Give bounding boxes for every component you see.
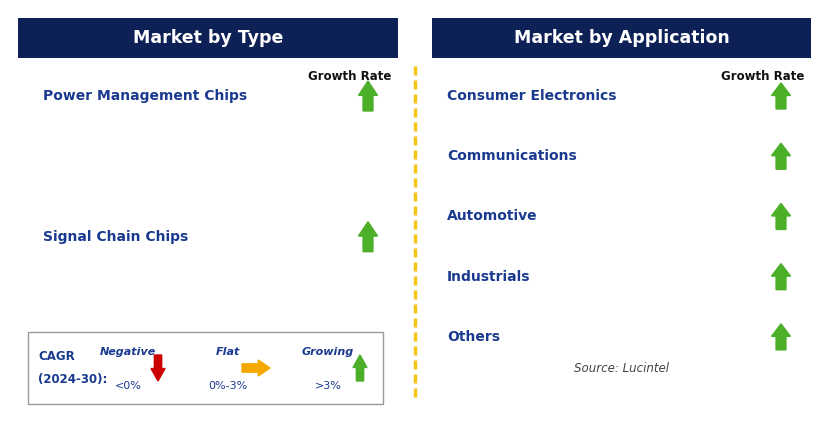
- Polygon shape: [771, 203, 790, 230]
- Text: Source: Lucintel: Source: Lucintel: [573, 362, 668, 374]
- Polygon shape: [771, 324, 790, 350]
- Text: Growth Rate: Growth Rate: [308, 70, 391, 82]
- FancyBboxPatch shape: [18, 18, 397, 58]
- Text: Negative: Negative: [99, 347, 156, 357]
- Text: Others: Others: [446, 330, 499, 344]
- Text: Growing: Growing: [301, 347, 354, 357]
- Polygon shape: [353, 355, 367, 381]
- Text: Market by Type: Market by Type: [132, 29, 283, 47]
- Polygon shape: [151, 355, 165, 381]
- Text: Consumer Electronics: Consumer Electronics: [446, 89, 616, 103]
- Text: Signal Chain Chips: Signal Chain Chips: [43, 230, 188, 243]
- Polygon shape: [358, 81, 377, 111]
- Text: Growth Rate: Growth Rate: [720, 70, 804, 82]
- Text: Flat: Flat: [215, 347, 240, 357]
- Text: <0%: <0%: [114, 381, 142, 391]
- Polygon shape: [771, 143, 790, 169]
- Polygon shape: [771, 83, 790, 109]
- Polygon shape: [771, 264, 790, 289]
- FancyBboxPatch shape: [28, 332, 383, 404]
- Polygon shape: [242, 360, 270, 376]
- Text: (2024-30):: (2024-30):: [38, 373, 108, 386]
- FancyBboxPatch shape: [431, 18, 810, 58]
- Polygon shape: [358, 222, 377, 252]
- Text: >3%: >3%: [314, 381, 341, 391]
- Text: Automotive: Automotive: [446, 209, 537, 223]
- Text: Power Management Chips: Power Management Chips: [43, 89, 247, 103]
- Text: 0%-3%: 0%-3%: [208, 381, 248, 391]
- Text: Industrials: Industrials: [446, 270, 530, 284]
- Text: Communications: Communications: [446, 149, 576, 163]
- Text: Market by Application: Market by Application: [513, 29, 729, 47]
- Text: CAGR: CAGR: [38, 351, 75, 363]
